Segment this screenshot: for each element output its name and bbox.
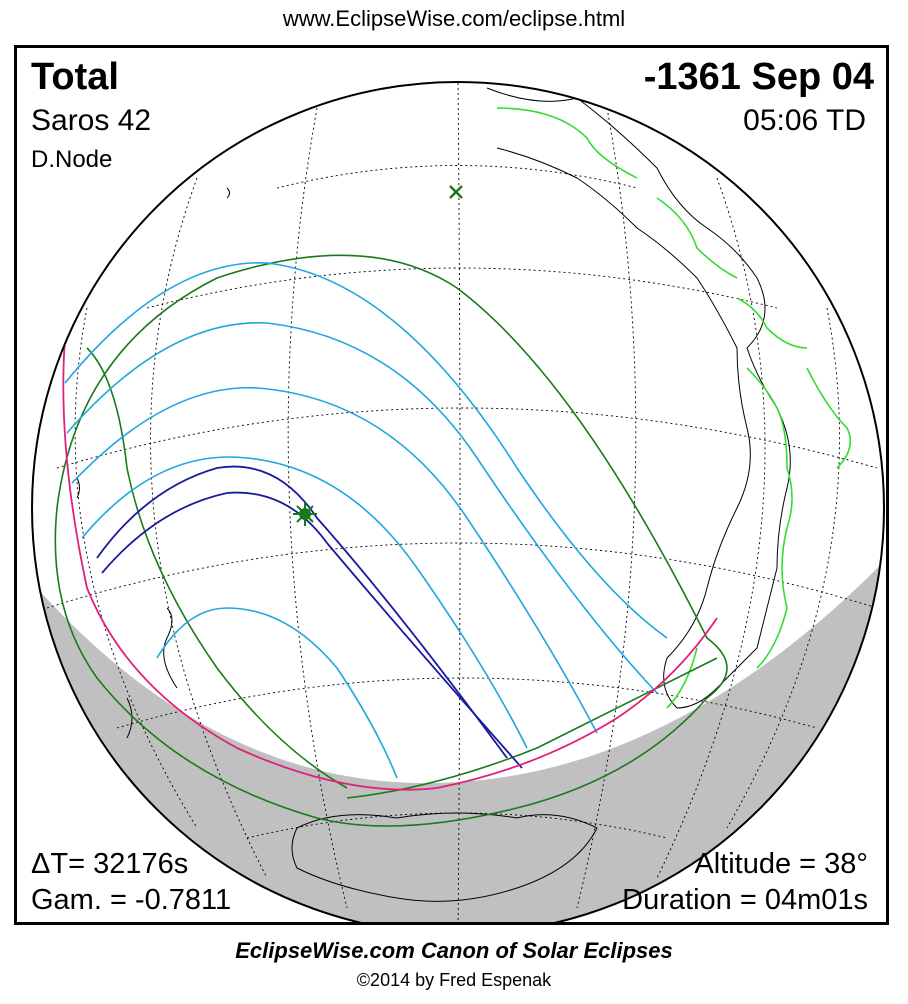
- land-borders: [496, 107, 852, 709]
- saros-number: Saros 42: [31, 104, 152, 137]
- globe-disc: [32, 82, 884, 922]
- duration: Duration = 04m01s: [622, 884, 868, 916]
- graticule: [46, 82, 878, 922]
- eclipse-time: 05:06 TD: [743, 104, 866, 137]
- eclipse-date: -1361 Sep 04: [643, 56, 874, 98]
- delta-t: ΔT= 32176s: [31, 848, 189, 880]
- altitude: Altitude = 38°: [694, 848, 868, 880]
- greatest-eclipse-marker: [293, 502, 317, 526]
- subsolar-point-marker: [449, 185, 463, 199]
- eclipse-node: D.Node: [31, 146, 113, 173]
- copyright: ©2014 by Fred Espenak: [356, 970, 552, 990]
- partial-contours: [64, 262, 668, 779]
- globe-outline: [31, 81, 885, 922]
- eclipse-type: Total: [31, 56, 119, 98]
- map-frame: Total -1361 Sep 04 Saros 42 05:06 TD D.N…: [14, 45, 889, 925]
- canon-title: EclipseWise.com Canon of Solar Eclipses: [235, 938, 673, 963]
- rise-set-curve: [62, 337, 718, 791]
- globe-map: [31, 81, 885, 922]
- gamma: Gam. = -0.7811: [31, 884, 232, 916]
- night-side-shading: [32, 548, 884, 922]
- page-url: www.EclipseWise.com/eclipse.html: [282, 6, 626, 31]
